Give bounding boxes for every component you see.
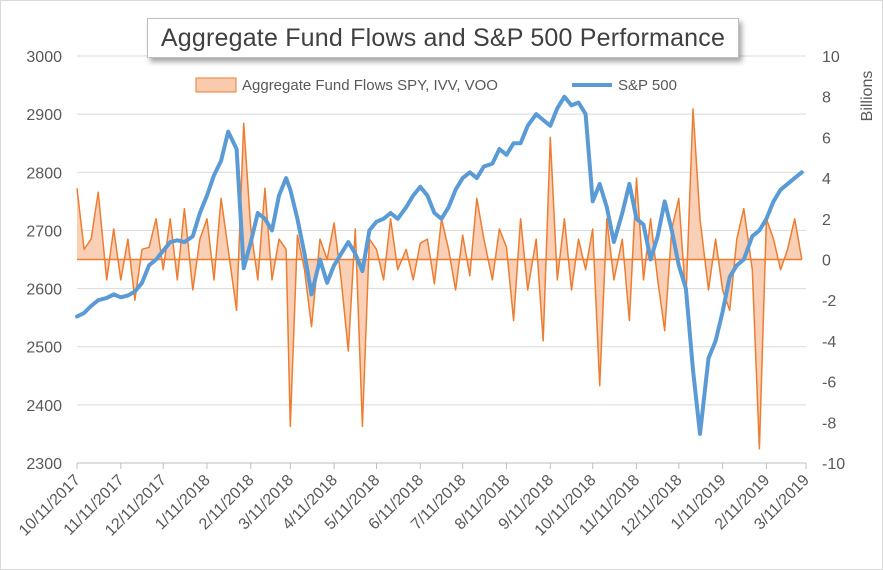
chart-title: Aggregate Fund Flows and S&P 500 Perform…: [147, 18, 739, 58]
axes: [76, 462, 807, 469]
y2-tick-label: 2: [822, 212, 831, 229]
legend: Aggregate Fund Flows SPY, IVV, VOO S&P 5…: [195, 77, 677, 94]
sp500-line-layer: [75, 94, 804, 436]
fund-flows-area-layer: [76, 108, 803, 450]
y2-tick-label: 10: [822, 49, 840, 66]
legend-swatch-fund-flows: [195, 77, 237, 93]
y2-tick-label: -10: [822, 456, 845, 473]
y2-tick-label: 8: [822, 90, 831, 107]
legend-label-fund-flows: Aggregate Fund Flows SPY, IVV, VOO: [242, 77, 498, 94]
legend-label-sp500: S&P 500: [618, 77, 677, 94]
y2-tick-label: -6: [822, 375, 836, 392]
y2-tick-label: -8: [822, 415, 836, 432]
y2-tick-label: 0: [822, 253, 831, 270]
y-tick-label: 3000: [26, 49, 62, 66]
sp500-line: [75, 94, 804, 436]
y-tick-label: 2600: [26, 282, 62, 299]
fund-flows-line: [76, 108, 803, 450]
y-tick-label: 2900: [26, 107, 62, 124]
y2-axis-title: Billions: [859, 71, 876, 122]
y2-tick-label: -4: [822, 334, 836, 351]
y-tick-label: 2800: [26, 165, 62, 182]
y2-tick-label: -2: [822, 293, 836, 310]
y2-tick-label: 6: [822, 130, 831, 147]
y-tick-label: 2700: [26, 223, 62, 240]
tick-labels: 3000 2900 2800 2700 2600 2500 2400 2300 10 8 6 4 2 0 -…: [16, 49, 845, 540]
y-tick-label: 2300: [26, 456, 62, 473]
y-tick-label: 2400: [26, 398, 62, 415]
fund-flows-area: [77, 108, 802, 449]
y2-tick-label: 4: [822, 171, 831, 188]
y-tick-label: 2500: [26, 340, 62, 357]
